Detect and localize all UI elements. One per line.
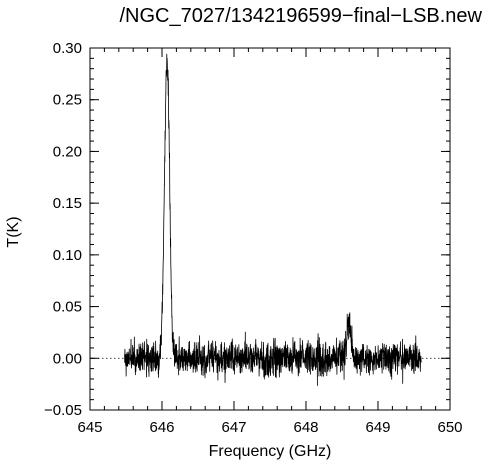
y-axis-label: T(K) (5, 216, 22, 247)
x-tick-label: 649 (365, 419, 390, 436)
y-tick-label: −0.05 (44, 402, 82, 419)
y-tick-label: 0.05 (53, 299, 82, 316)
x-tick-label: 647 (221, 419, 246, 436)
x-tick-label: 650 (437, 419, 462, 436)
x-tick-label: 645 (77, 419, 102, 436)
x-tick-label: 646 (149, 419, 174, 436)
y-tick-label: 0.20 (53, 143, 82, 160)
y-tick-label: 0.10 (53, 247, 82, 264)
x-tick-label: 648 (293, 419, 318, 436)
plot-frame (89, 47, 451, 411)
chart-title: /NGC_7027/1342196599−final−LSB.new (120, 5, 483, 27)
plot-area: 645 646 647 648 649 650 −0.05 0.00 0.05 0.10 0.15 0… (44, 40, 462, 436)
y-tick-label: 0.15 (53, 195, 82, 212)
spectrum-series-line (124, 53, 422, 386)
x-axis-label: Frequency (GHz) (209, 443, 332, 460)
y-tick-label: 0.25 (53, 92, 82, 109)
y-tick-label: 0.30 (53, 40, 82, 57)
y-tick-label: 0.00 (53, 350, 82, 367)
